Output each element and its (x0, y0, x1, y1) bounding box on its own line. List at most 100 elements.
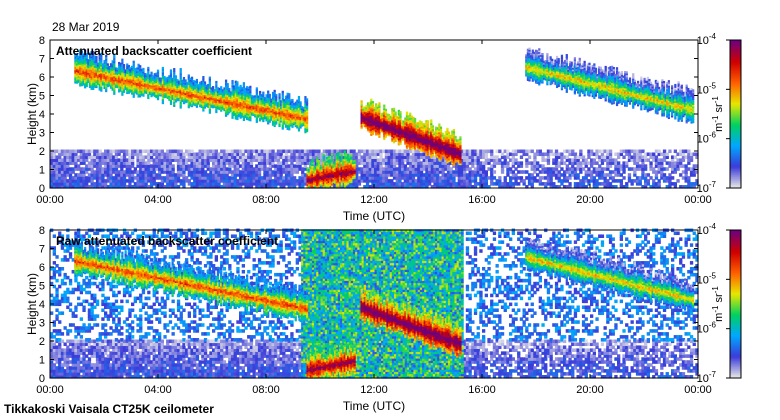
heatmap-cell (144, 179, 148, 183)
heatmap-cell (93, 155, 97, 159)
heatmap-cell (536, 152, 540, 157)
heatmap-cell (298, 179, 302, 183)
heatmap-cell (136, 182, 140, 186)
heatmap-cell (158, 158, 162, 162)
heatmap-cell (530, 149, 534, 154)
heatmap-cell (171, 167, 175, 171)
heatmap-cell (249, 176, 254, 180)
heatmap-cell (476, 161, 480, 165)
heatmap-cell (168, 158, 173, 162)
heatmap-cell (503, 155, 507, 159)
heatmap-cell (225, 170, 229, 174)
heatmap-cell (120, 149, 124, 154)
heatmap-cell (63, 167, 67, 171)
heatmap-cell (446, 170, 451, 174)
heatmap-cell (428, 152, 432, 157)
heatmap-cell (241, 158, 245, 162)
heatmap-cell (55, 149, 59, 154)
heatmap-cell (425, 185, 429, 189)
heatmap-cell (247, 170, 251, 174)
heatmap-cell (492, 170, 497, 174)
heatmap-cell (203, 182, 208, 186)
heatmap-cell (214, 182, 218, 186)
heatmap-cell (295, 152, 299, 157)
heatmap-cell (87, 179, 92, 183)
heatmap-cell (463, 185, 467, 189)
heatmap-cell (336, 149, 340, 154)
heatmap-cell (257, 152, 262, 157)
heatmap-cell (85, 176, 89, 180)
heatmap-cell (433, 167, 437, 171)
heatmap-cell (114, 173, 119, 177)
heatmap-cell (214, 149, 218, 154)
heatmap-cell (220, 161, 224, 165)
heatmap-cell (239, 164, 243, 168)
heatmap-cell (257, 155, 262, 159)
heatmap-cell (290, 158, 294, 162)
heatmap-cell (149, 158, 154, 162)
heatmap-cell (371, 173, 375, 177)
heatmap-cell (241, 167, 245, 171)
heatmap-cell (514, 179, 518, 183)
heatmap-cell (179, 152, 183, 157)
heatmap-cell (463, 173, 467, 177)
heatmap-cell (471, 185, 475, 189)
heatmap-cell (392, 164, 397, 168)
heatmap-cell (120, 176, 124, 180)
heatmap-cell (155, 155, 159, 159)
heatmap-cell (128, 158, 132, 162)
heatmap-cell (365, 179, 370, 183)
heatmap-cell (290, 185, 294, 189)
heatmap-cell (306, 155, 310, 159)
heatmap-cell (579, 149, 583, 154)
heatmap-cell (209, 185, 213, 189)
heatmap-cell (260, 152, 264, 157)
heatmap-cell (241, 176, 245, 180)
heatmap-cell (301, 158, 305, 162)
heatmap-cell (284, 164, 289, 168)
heatmap-cell (484, 149, 488, 154)
heatmap-cell (268, 152, 272, 157)
heatmap-cell (552, 152, 556, 157)
heatmap-cell (268, 182, 272, 186)
heatmap-cell (201, 158, 205, 162)
heatmap-cell (255, 158, 259, 162)
heatmap-cell (166, 149, 170, 154)
heatmap-cell (136, 185, 140, 189)
heatmap-cell (203, 176, 208, 180)
heatmap-cell (160, 167, 164, 171)
heatmap-cell (193, 173, 197, 177)
heatmap-cell (384, 164, 389, 168)
heatmap-cell (201, 185, 205, 189)
heatmap-cell (438, 170, 443, 174)
heatmap-cell (236, 81, 239, 84)
heatmap-cell (525, 185, 529, 189)
heatmap-cell (471, 170, 475, 174)
heatmap-cell (374, 179, 378, 183)
heatmap-cell (525, 158, 529, 162)
heatmap-cell (298, 152, 302, 157)
heatmap-cell (236, 182, 240, 186)
heatmap-cell (436, 170, 440, 174)
heatmap-cell (230, 176, 235, 180)
heatmap-cell (368, 170, 372, 174)
heatmap-cell (187, 155, 191, 159)
heatmap-cell (68, 149, 73, 154)
heatmap-cell (195, 176, 200, 180)
heatmap-cell (271, 158, 275, 162)
heatmap-cell (287, 155, 291, 159)
heatmap-cell (530, 161, 534, 165)
heatmap-cell (166, 167, 170, 171)
heatmap-cell (438, 176, 443, 180)
heatmap-cell (419, 155, 424, 159)
heatmap-cell (168, 149, 173, 154)
heatmap-cell (546, 179, 551, 183)
heatmap-cell (347, 185, 351, 189)
heatmap-cell (457, 164, 461, 168)
heatmap-cell (514, 161, 518, 165)
heatmap-cell (438, 167, 443, 171)
heatmap-cell (430, 167, 434, 171)
heatmap-cell (109, 179, 113, 183)
heatmap-cell (131, 176, 135, 180)
heatmap-cell (498, 161, 502, 165)
